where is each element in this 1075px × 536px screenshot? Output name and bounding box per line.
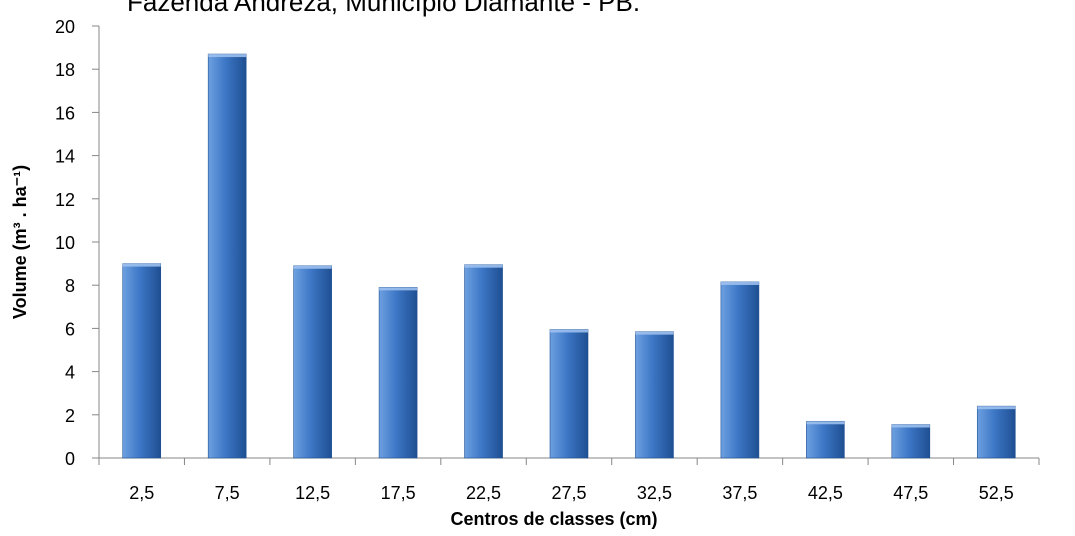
bar-rect	[293, 265, 332, 459]
bar-rect	[464, 264, 503, 459]
bar	[976, 405, 1016, 459]
x-tick-label: 47,5	[893, 483, 928, 503]
bar	[891, 424, 931, 459]
chart-title: Fazenda Andreza, Município Diamante - PB…	[127, 0, 640, 17]
bar	[549, 329, 589, 459]
bar-highlight	[122, 263, 161, 267]
x-tick-label: 17,5	[381, 483, 416, 503]
y-tick-label: 16	[55, 103, 75, 123]
bar-rect	[976, 405, 1016, 459]
bar-rect	[720, 281, 760, 459]
bar-highlight	[464, 264, 503, 268]
bar	[806, 420, 845, 459]
bars	[122, 53, 1016, 459]
bar-highlight	[293, 265, 332, 269]
y-tick-label: 4	[65, 363, 75, 383]
bar-rect	[122, 263, 162, 459]
x-tick-label: 27,5	[551, 483, 586, 503]
bar	[293, 265, 332, 459]
bar-rect	[378, 287, 418, 459]
bar-rect	[806, 420, 845, 459]
y-tick-label: 2	[65, 406, 75, 426]
y-tick-label: 6	[65, 319, 75, 339]
x-tick-label: 7,5	[215, 483, 240, 503]
y-tick-label: 10	[55, 233, 75, 253]
y-tick-label: 18	[55, 60, 75, 80]
y-tick-label: 12	[55, 190, 75, 210]
bar-highlight	[891, 424, 930, 428]
x-tick-label: 42,5	[808, 483, 843, 503]
y-axis-title: Volume (m³ . ha⁻¹)	[10, 165, 30, 319]
x-tick-label: 52,5	[979, 483, 1014, 503]
y-tick-label: 0	[65, 449, 75, 469]
bar-highlight	[720, 281, 759, 285]
x-axis-title: Centros de classes (cm)	[450, 509, 657, 529]
x-tick-label: 2,5	[129, 483, 154, 503]
bar-highlight	[806, 421, 845, 425]
bar	[635, 331, 674, 459]
x-tick-label: 37,5	[722, 483, 757, 503]
bar-rect	[635, 331, 674, 459]
y-tick-label: 20	[55, 17, 75, 37]
bar	[720, 281, 760, 459]
x-axis: 2,5 7,5 12,5 17,5 22,5 27,5 32,5 37,5 42,5 47,5 52…	[98, 457, 1040, 503]
bar	[122, 263, 162, 459]
y-tick-label: 8	[65, 276, 75, 296]
y-axis: 0 2 4 6 8 10 12 14 16 18 20	[55, 17, 100, 469]
y-tick-label: 14	[55, 147, 75, 167]
bar	[207, 53, 247, 459]
x-tick-label: 32,5	[637, 483, 672, 503]
bar-rect	[549, 329, 589, 459]
bar-rect	[207, 53, 247, 459]
bar-highlight	[208, 54, 247, 58]
x-tick-label: 12,5	[295, 483, 330, 503]
bar-highlight	[550, 329, 588, 333]
bar	[378, 287, 418, 459]
bar	[464, 264, 503, 459]
bar-highlight	[635, 331, 674, 335]
x-tick-label: 22,5	[466, 483, 501, 503]
bar-highlight	[977, 406, 1016, 410]
bar-rect	[891, 424, 931, 459]
bar-highlight	[379, 287, 418, 291]
